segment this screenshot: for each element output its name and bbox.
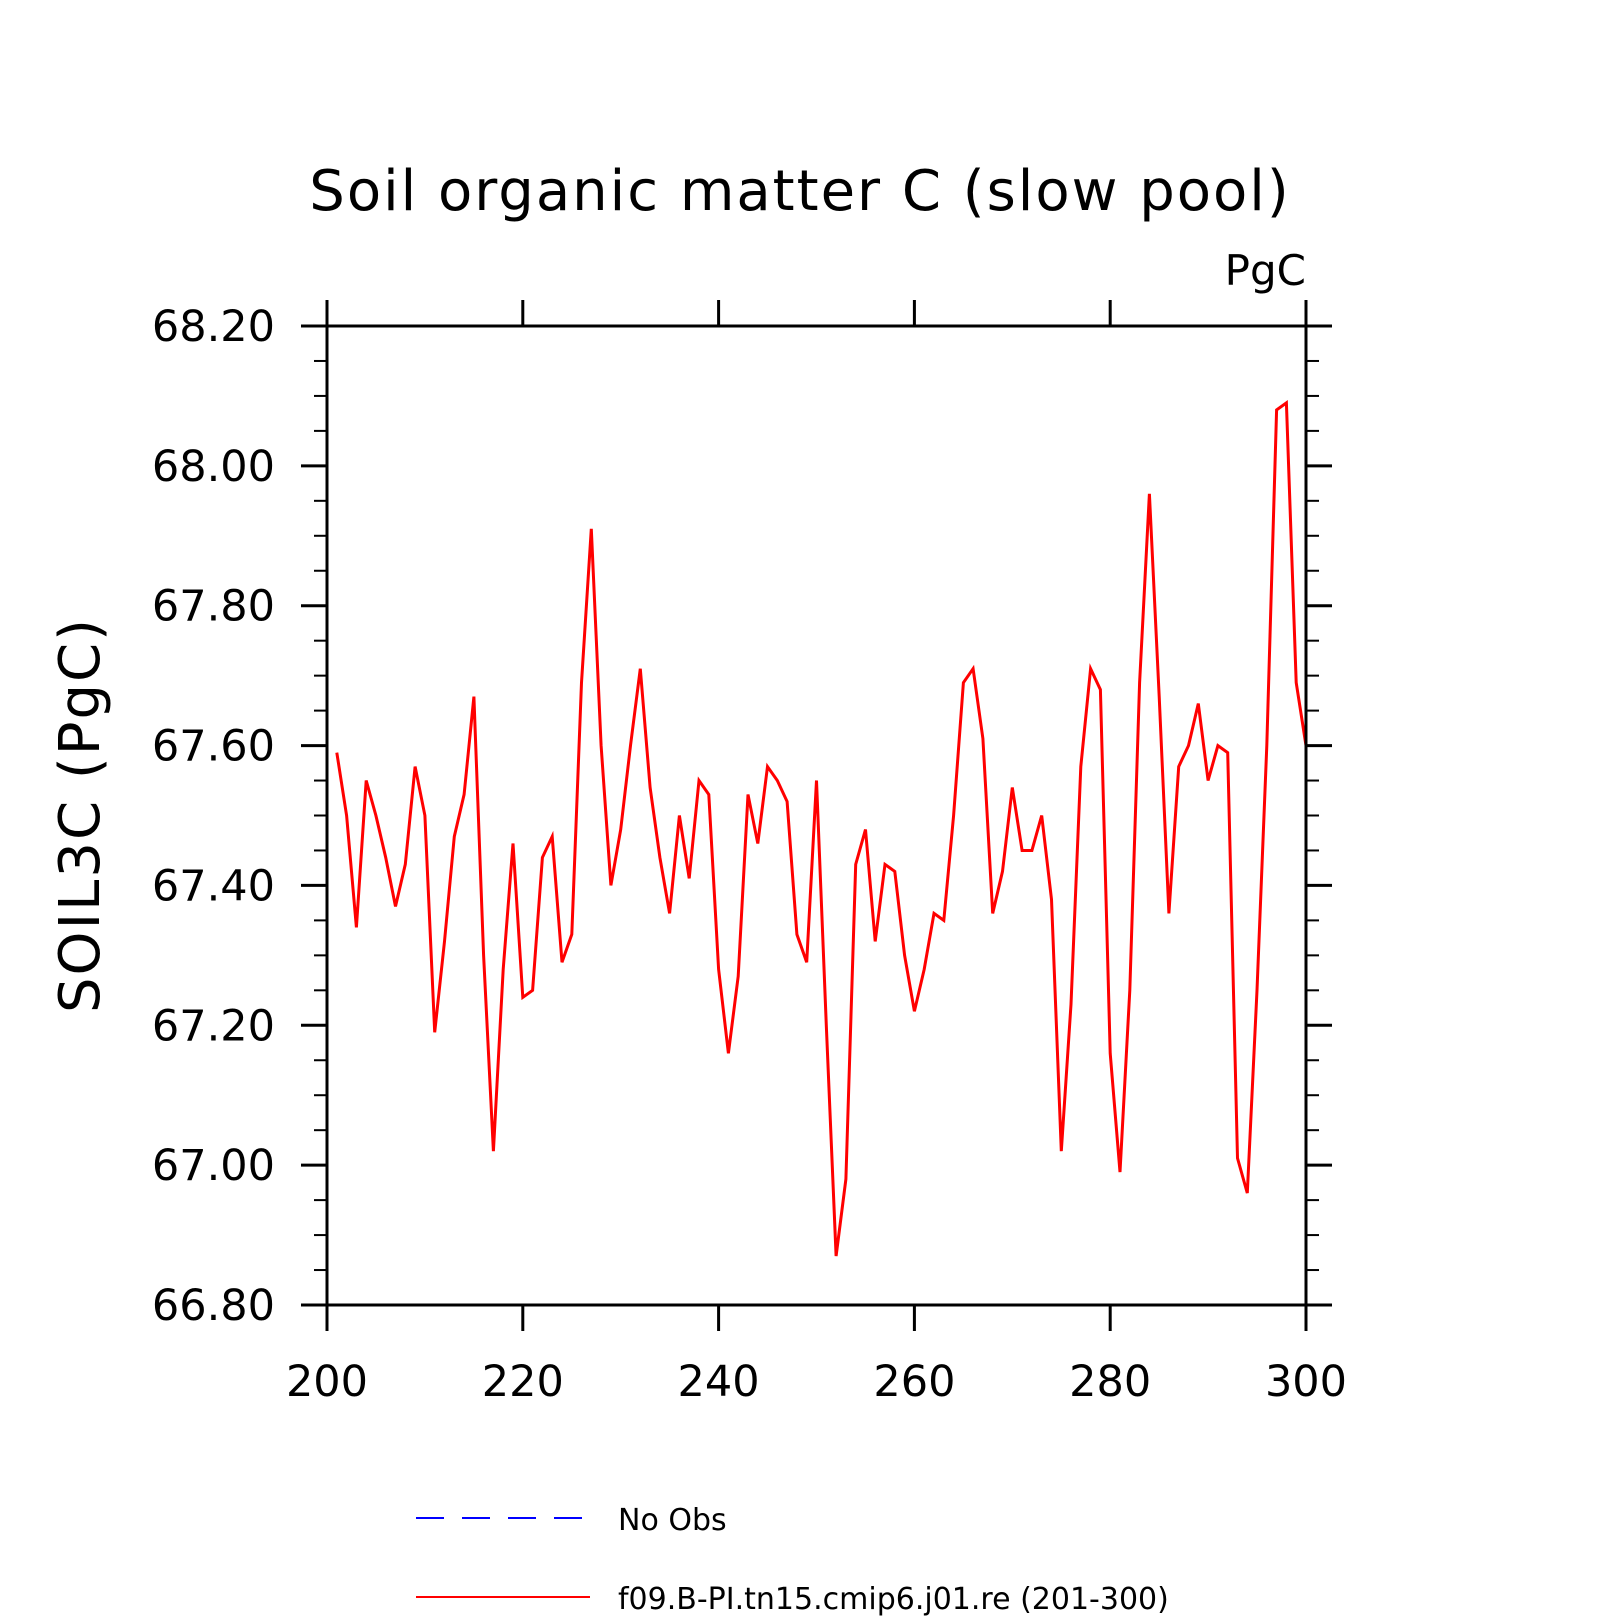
- y-tick-label: 67.80: [152, 582, 275, 632]
- plot-frame: [325, 324, 1308, 1307]
- legend-label-model: f09.B-PI.tn15.cmip6.j01.re (201-300): [618, 1582, 1169, 1617]
- x-tick-label: 220: [482, 1357, 564, 1407]
- legend-label-no-obs: No Obs: [618, 1503, 727, 1538]
- y-tick-label: 67.00: [152, 1141, 275, 1191]
- y-tick-label: 67.40: [152, 861, 275, 911]
- y-tick-label: 68.00: [152, 442, 275, 492]
- y-tick-label: 68.20: [152, 302, 275, 352]
- x-tick-label: 240: [678, 1357, 760, 1407]
- y-axis-label: SOIL3C (PgC): [48, 617, 113, 1013]
- y-axis-ticks: 66.80 67.00 67.20 67.40 67.60 67.80 68.00 68.20: [152, 302, 1332, 1331]
- chart-title: Soil organic matter C (slow pool): [309, 159, 1290, 224]
- series-layer: [335, 400, 1308, 1257]
- x-tick-label: 200: [286, 1357, 368, 1407]
- y-tick-label: 67.60: [152, 722, 275, 772]
- x-tick-label: 300: [1265, 1357, 1347, 1407]
- x-tick-label: 260: [873, 1357, 955, 1407]
- units-label: PgC: [1225, 246, 1306, 295]
- y-tick-label: 67.20: [152, 1001, 275, 1051]
- y-tick-label: 66.80: [152, 1281, 275, 1331]
- x-tick-label: 280: [1069, 1357, 1151, 1407]
- legend: No Obs f09.B-PI.tn15.cmip6.j01.re (201-3…: [416, 1503, 1169, 1617]
- series-line-0: [335, 400, 1308, 1257]
- x-axis-ticks: 200 220 240 260 280 300: [286, 300, 1347, 1407]
